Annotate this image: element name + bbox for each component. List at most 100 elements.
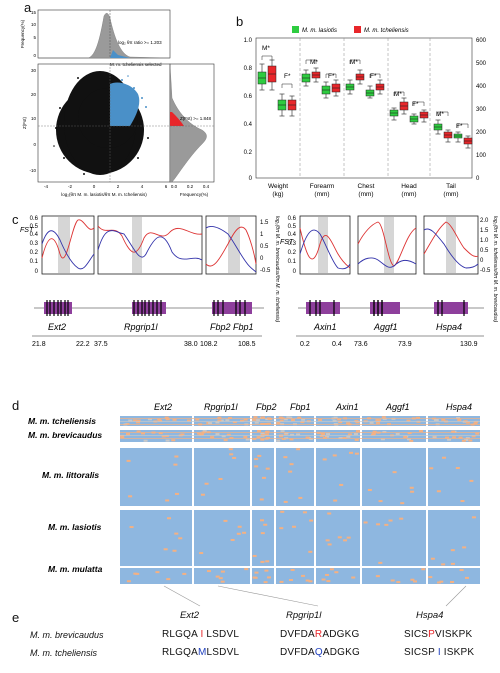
svg-text:Chest: Chest	[358, 183, 375, 190]
genotype-cell	[288, 579, 293, 582]
x-ticks: -4 -2 0 2 4 6	[44, 184, 168, 189]
genotype-cell	[372, 432, 377, 435]
svg-text:0: 0	[93, 184, 96, 189]
genotype-cell	[353, 433, 358, 436]
genotype-cell	[301, 418, 306, 421]
genotype-cell	[441, 563, 446, 566]
genotype-cell	[126, 580, 131, 583]
genotype-cell	[264, 569, 269, 572]
genotype-cell	[375, 419, 380, 422]
genotype-cell	[219, 419, 224, 422]
genotype-cell	[343, 539, 348, 542]
genotype-cell	[157, 418, 162, 421]
genotype-cell	[376, 523, 381, 526]
genotype-cell	[325, 539, 330, 542]
genotype-cell	[263, 422, 268, 425]
c-left-right-label: log₂(θπ M. m. brevicaudus/θπ M. m. tchel…	[274, 216, 280, 323]
svg-text:0: 0	[293, 269, 297, 275]
genotype-cell	[182, 572, 187, 575]
genotype-cell	[126, 433, 131, 436]
d-species-labels: M. m. tcheliensis M. m. brevicaudus M. m…	[28, 416, 103, 574]
svg-text:0.8: 0.8	[244, 66, 253, 72]
genotype-cell	[301, 574, 306, 577]
x-axis-label: log₂(θπ M. m. lasiotis/θπ M. m. tchelien…	[61, 192, 147, 197]
genotype-cell	[280, 430, 285, 433]
genotype-cell	[369, 421, 374, 424]
genotype-cell	[437, 581, 442, 584]
genotype-cell	[399, 517, 404, 520]
genotype-block	[362, 510, 426, 566]
genotype-block	[362, 568, 426, 584]
genotype-cell	[243, 418, 248, 421]
genotype-cell	[321, 578, 326, 581]
svg-text:0.1: 0.1	[288, 259, 297, 265]
genotype-cell	[263, 581, 268, 584]
svg-text:73.6: 73.6	[354, 341, 368, 348]
genotype-cell	[260, 432, 265, 435]
svg-text:(mm): (mm)	[358, 191, 373, 198]
svg-text:Aggf1: Aggf1	[385, 402, 410, 412]
genotype-cell	[155, 571, 160, 574]
genotype-block	[428, 510, 480, 566]
svg-text:Axin1: Axin1	[313, 322, 337, 332]
genotype-cell	[349, 451, 354, 454]
svg-text:Rpgrip1l: Rpgrip1l	[124, 322, 159, 332]
svg-text:0.6: 0.6	[288, 216, 297, 222]
genotype-cell	[322, 458, 327, 461]
genotype-cell	[220, 580, 225, 583]
genotype-cell	[434, 419, 439, 422]
genotype-cell	[390, 579, 395, 582]
c-left-right-ticks: 1.5 1 0.5 0 -0.5	[260, 220, 271, 274]
genotype-cell	[332, 419, 337, 422]
svg-text:-2: -2	[68, 184, 72, 189]
gene-tracks	[34, 300, 484, 316]
c-coords: 21.8 22.2 37.5 38.0 108.2 108.5 0.2 0.4 …	[32, 341, 478, 348]
svg-text:37.5: 37.5	[94, 341, 108, 348]
svg-text:130.9: 130.9	[460, 341, 478, 348]
genotype-cell	[458, 436, 463, 439]
genotype-cell	[141, 432, 146, 435]
svg-text:-10: -10	[29, 168, 36, 173]
genotype-cell	[135, 421, 140, 424]
significance-bracket	[393, 91, 405, 96]
genotype-cell	[407, 432, 412, 435]
genotype-cell	[305, 436, 310, 439]
svg-text:-0.5: -0.5	[480, 268, 491, 274]
genotype-block	[316, 448, 360, 506]
svg-text:0.4: 0.4	[288, 232, 297, 238]
genotype-cell	[384, 523, 389, 526]
genotype-cell	[460, 500, 465, 503]
e-gene-rpgrip1l: Rpgrip1l	[286, 610, 322, 621]
genotype-cell	[286, 416, 291, 419]
panel-e: Ext2 Rpgrip1l Hspa4 M. m. brevicaudus RL…	[30, 610, 490, 670]
svg-text:(mm): (mm)	[443, 191, 458, 198]
genotype-cell	[300, 421, 305, 424]
genotype-cell	[165, 499, 170, 502]
svg-text:M*: M*	[350, 59, 358, 66]
d-gene-names: Ext2 Rpgrip1l Fbp2 Fbp1 Axin1 Aggf1 Hspa…	[154, 402, 472, 412]
right-x-label: Frequency(%)	[180, 192, 209, 197]
genotype-stripe	[120, 421, 480, 422]
genotype-cell	[452, 436, 457, 439]
genotype-cell	[260, 438, 265, 441]
genotype-cell	[380, 438, 385, 441]
svg-text:Hspa4: Hspa4	[436, 322, 462, 332]
genotype-cell	[129, 526, 134, 529]
genotype-cell	[323, 436, 328, 439]
genotype-cell	[143, 439, 148, 442]
svg-text:0.5: 0.5	[480, 248, 489, 254]
genotype-cell	[278, 416, 283, 419]
genotype-block	[428, 448, 480, 506]
genotype-cell	[410, 490, 415, 493]
genotype-cell	[296, 433, 301, 436]
c-right-right-ticks: 2.0 1.5 1.0 0.5 0 -0.5	[480, 218, 491, 274]
right-histogram	[169, 63, 207, 183]
genotype-cell	[244, 568, 249, 571]
genotype-cell	[230, 538, 235, 541]
svg-text:22.2: 22.2	[76, 341, 90, 348]
svg-text:1.5: 1.5	[260, 220, 269, 226]
genotype-cell	[206, 570, 211, 573]
significance-bracket	[305, 59, 317, 64]
genotype-cell	[252, 554, 257, 557]
genotype-cell	[265, 467, 270, 470]
